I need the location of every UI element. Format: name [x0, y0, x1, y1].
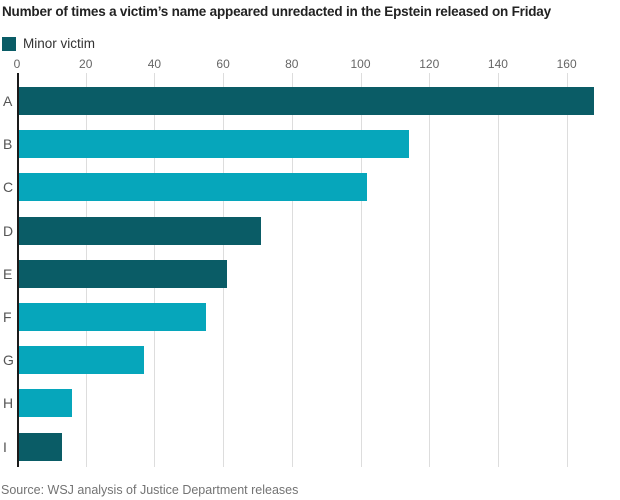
bar-g	[17, 346, 145, 375]
bar-a	[17, 87, 595, 115]
bar-f	[17, 303, 206, 331]
gridline	[497, 73, 499, 467]
category-label-g: G	[3, 352, 14, 369]
category-label-f: F	[3, 309, 12, 325]
legend: Minor victim	[2, 36, 95, 51]
gridline	[566, 73, 568, 467]
x-tick-label: 0	[13, 57, 21, 71]
gridline	[291, 73, 293, 467]
bar-d	[17, 216, 261, 245]
category-label-h: H	[3, 395, 14, 412]
category-label-b: B	[3, 136, 13, 153]
bar-i	[17, 432, 62, 461]
y-axis-line	[17, 73, 19, 467]
x-tick-label: 40	[147, 57, 162, 71]
x-tick-label: 80	[285, 57, 299, 71]
x-axis: 0 20 40 60 80 100 120 140 160	[13, 57, 601, 71]
x-tick-label: 100	[350, 57, 371, 71]
legend-swatch-minor-victim	[2, 36, 16, 51]
bar-h	[17, 389, 72, 418]
x-tick-label: 140	[487, 57, 508, 71]
plot-area	[17, 73, 601, 467]
category-labels: A B C D E F G H I	[0, 73, 17, 467]
x-tick-label: 60	[216, 57, 230, 71]
category-label-c: C	[3, 179, 14, 196]
category-label-e: E	[3, 265, 13, 282]
category-label-d: D	[3, 222, 14, 239]
category-label-i: I	[3, 438, 7, 455]
x-tick-label: 20	[79, 57, 93, 71]
source-note: Source: WSJ analysis of Justice Departme…	[1, 483, 299, 497]
bar-e	[17, 259, 227, 288]
chart-title: Number of times a victim’s name appeared…	[2, 4, 551, 19]
bar-b	[17, 130, 409, 159]
gridline	[360, 73, 362, 467]
legend-label-minor-victim: Minor victim	[23, 36, 96, 51]
gridline	[429, 73, 431, 467]
category-label-a: A	[3, 93, 13, 109]
bar-c	[17, 173, 368, 202]
x-tick-label: 160	[556, 57, 577, 71]
x-tick-label: 120	[419, 57, 440, 71]
